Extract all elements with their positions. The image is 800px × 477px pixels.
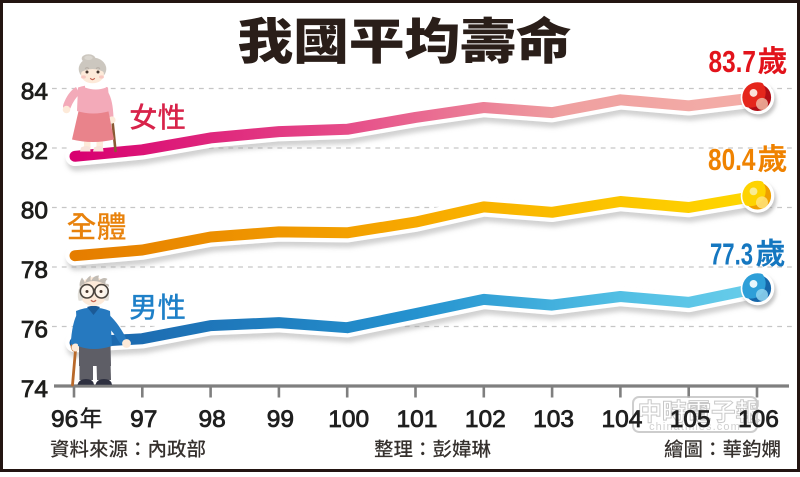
- svg-text:97: 97: [130, 406, 157, 433]
- svg-text:78: 78: [21, 257, 48, 284]
- svg-text:84: 84: [21, 79, 48, 106]
- svg-text:101: 101: [397, 406, 438, 433]
- svg-text:77.3: 77.3: [710, 237, 753, 272]
- svg-text:74: 74: [21, 376, 48, 403]
- svg-text:99: 99: [267, 406, 294, 433]
- svg-text:103: 103: [533, 406, 574, 433]
- svg-text:104: 104: [601, 406, 642, 433]
- svg-text:105: 105: [670, 406, 711, 433]
- svg-text:106: 106: [738, 406, 779, 433]
- svg-text:100: 100: [328, 406, 369, 433]
- svg-text:chinatimes.com: chinatimes.com: [649, 421, 741, 433]
- svg-text:80.4: 80.4: [708, 142, 756, 177]
- svg-text:82: 82: [21, 138, 48, 165]
- svg-text:98: 98: [198, 406, 225, 433]
- svg-text:102: 102: [465, 406, 506, 433]
- svg-text:76: 76: [21, 317, 48, 344]
- svg-text:80: 80: [21, 198, 48, 225]
- svg-text:96: 96: [51, 406, 78, 433]
- svg-text:83.7: 83.7: [709, 44, 757, 79]
